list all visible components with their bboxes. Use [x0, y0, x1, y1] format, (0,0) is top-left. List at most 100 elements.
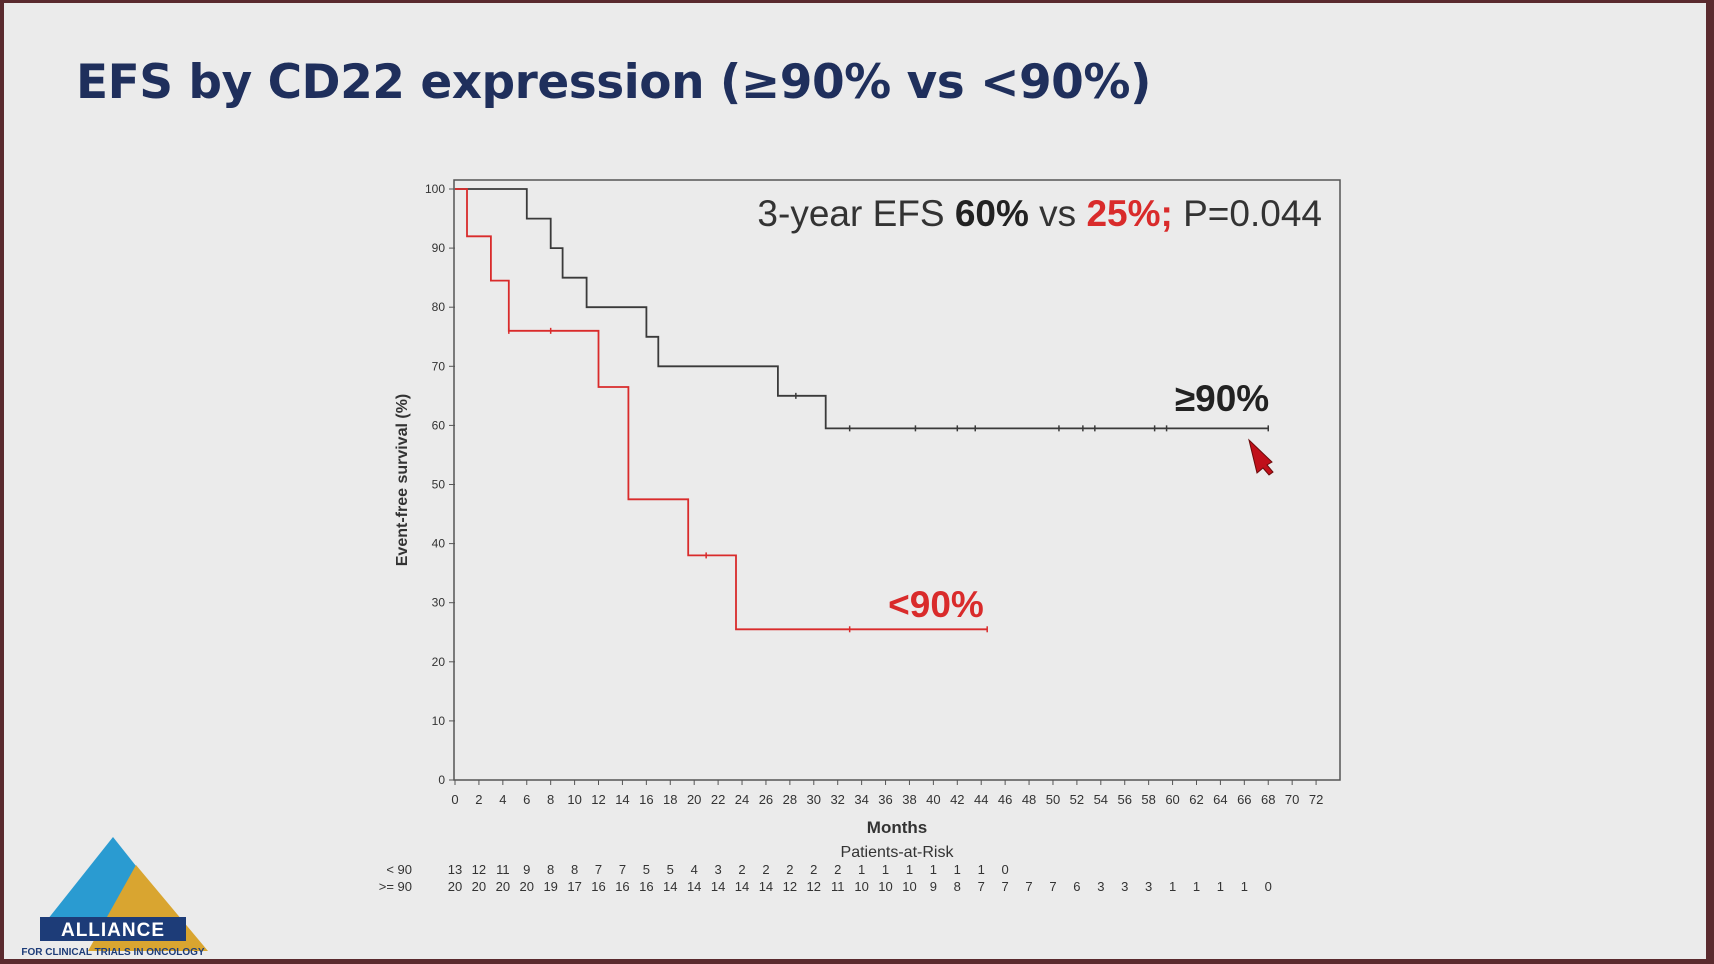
y-tick-label: 100	[425, 182, 445, 196]
risk-value: 8	[954, 879, 961, 894]
y-tick-label: 0	[438, 773, 445, 787]
series-label-low: <90%	[888, 584, 984, 625]
risk-value: 1	[930, 862, 937, 877]
risk-value: 0	[1002, 862, 1009, 877]
series-layer	[455, 188, 1269, 633]
y-tick-label: 80	[432, 300, 446, 314]
risk-value: 5	[667, 862, 674, 877]
risk-value: 10	[902, 879, 916, 894]
x-tick-label: 4	[499, 792, 506, 807]
x-tick-label: 70	[1285, 792, 1299, 807]
x-tick-label: 24	[735, 792, 749, 807]
y-tick-label: 70	[432, 359, 446, 373]
risk-value: 3	[1145, 879, 1152, 894]
risk-value: 1	[978, 862, 985, 877]
y-axis: 0 10 20 30 40 50 60 70 80 90 100	[425, 182, 455, 787]
x-tick-label: 68	[1261, 792, 1275, 807]
x-axis-label: Months	[867, 818, 927, 837]
annotation: 3-year EFS 60% vs 25%; P=0.044	[757, 193, 1322, 234]
risk-value: 1	[1169, 879, 1176, 894]
annotation-value-low: 25%;	[1086, 193, 1172, 234]
x-tick-label: 22	[711, 792, 725, 807]
risk-value: 20	[472, 879, 486, 894]
y-tick-label: 40	[432, 537, 446, 551]
risk-value: 3	[714, 862, 721, 877]
x-tick-label: 54	[1094, 792, 1108, 807]
risk-value: 11	[496, 862, 510, 877]
annotation-pvalue: P=0.044	[1173, 193, 1322, 234]
risk-value: 2	[786, 862, 793, 877]
risk-value: 7	[1025, 879, 1032, 894]
y-tick-label: 10	[432, 714, 446, 728]
risk-value: 20	[496, 879, 510, 894]
x-tick-label: 26	[759, 792, 773, 807]
risk-value: 6	[1073, 879, 1080, 894]
x-tick-label: 10	[567, 792, 581, 807]
series-label-high: ≥90%	[1175, 378, 1269, 419]
annotation-vs: vs	[1029, 193, 1087, 234]
risk-value: 10	[878, 879, 892, 894]
risk-value: 9	[523, 862, 530, 877]
risk-value: 7	[595, 862, 602, 877]
risk-value: 7	[619, 862, 626, 877]
risk-value: 14	[711, 879, 725, 894]
risk-value: 1	[954, 862, 961, 877]
x-tick-label: 72	[1309, 792, 1323, 807]
plot-frame	[453, 179, 1341, 781]
risk-row-label-high: >= 90	[379, 879, 412, 894]
risk-table: 13 12 11 9 8 8 7 7 5 5 4 3 2 2 2 2 2 1 1 1 1 1 1 020 20 20 20 19 17 1…	[448, 862, 1272, 894]
slide: EFS by CD22 expression (≥90% vs <90%) 0 1…	[4, 3, 1706, 959]
risk-value: 1	[1241, 879, 1248, 894]
risk-value: 12	[783, 879, 797, 894]
risk-value: 3	[1097, 879, 1104, 894]
risk-value: 1	[1217, 879, 1224, 894]
risk-value: 1	[906, 862, 913, 877]
x-tick-label: 64	[1213, 792, 1227, 807]
x-tick-label: 28	[783, 792, 797, 807]
y-tick-label: 90	[432, 241, 446, 255]
x-tick-label: 52	[1070, 792, 1084, 807]
risk-value: 2	[762, 862, 769, 877]
y-axis-label: Event-free survival (%)	[394, 394, 411, 567]
x-tick-label: 46	[998, 792, 1012, 807]
risk-value: 19	[543, 879, 557, 894]
risk-value: 1	[882, 862, 889, 877]
risk-value: 8	[547, 862, 554, 877]
x-tick-label: 32	[830, 792, 844, 807]
alliance-logo: ALLIANCE FOR CLINICAL TRIALS IN ONCOLOGY	[21, 837, 208, 958]
y-tick-label: 60	[432, 418, 446, 432]
logo-text: ALLIANCE	[61, 920, 165, 941]
x-tick-label: 56	[1117, 792, 1131, 807]
x-tick-label: 30	[807, 792, 821, 807]
risk-value: 0	[1265, 879, 1272, 894]
y-tick-label: 30	[432, 596, 446, 610]
x-axis: 0 2 4 6 8 10 12 14 16 18 20 22 24 26 28 30 32 34 36 38 40 42 4…	[451, 780, 1323, 807]
risk-value: 7	[978, 879, 985, 894]
risk-value: 14	[735, 879, 749, 894]
risk-value: 14	[687, 879, 701, 894]
x-tick-label: 40	[926, 792, 940, 807]
risk-value: 14	[663, 879, 677, 894]
risk-value: 1	[858, 862, 865, 877]
x-tick-label: 44	[974, 792, 988, 807]
risk-value: 2	[810, 862, 817, 877]
risk-value: 7	[1049, 879, 1056, 894]
risk-value: 9	[930, 879, 937, 894]
y-tick-label: 20	[432, 655, 446, 669]
x-tick-label: 20	[687, 792, 701, 807]
risk-value: 16	[591, 879, 605, 894]
annotation-prefix: 3-year EFS	[757, 193, 954, 234]
risk-value: 20	[520, 879, 534, 894]
cursor-pointer-icon	[1248, 438, 1274, 476]
risk-value: 11	[831, 879, 845, 894]
x-tick-label: 42	[950, 792, 964, 807]
x-tick-label: 12	[591, 792, 605, 807]
x-tick-label: 14	[615, 792, 629, 807]
risk-value: 1	[1193, 879, 1200, 894]
slide-title: EFS by CD22 expression (≥90% vs <90%)	[76, 55, 1151, 110]
risk-value: 14	[759, 879, 773, 894]
risk-value: 20	[448, 879, 462, 894]
risk-value: 16	[639, 879, 653, 894]
x-tick-label: 58	[1141, 792, 1155, 807]
